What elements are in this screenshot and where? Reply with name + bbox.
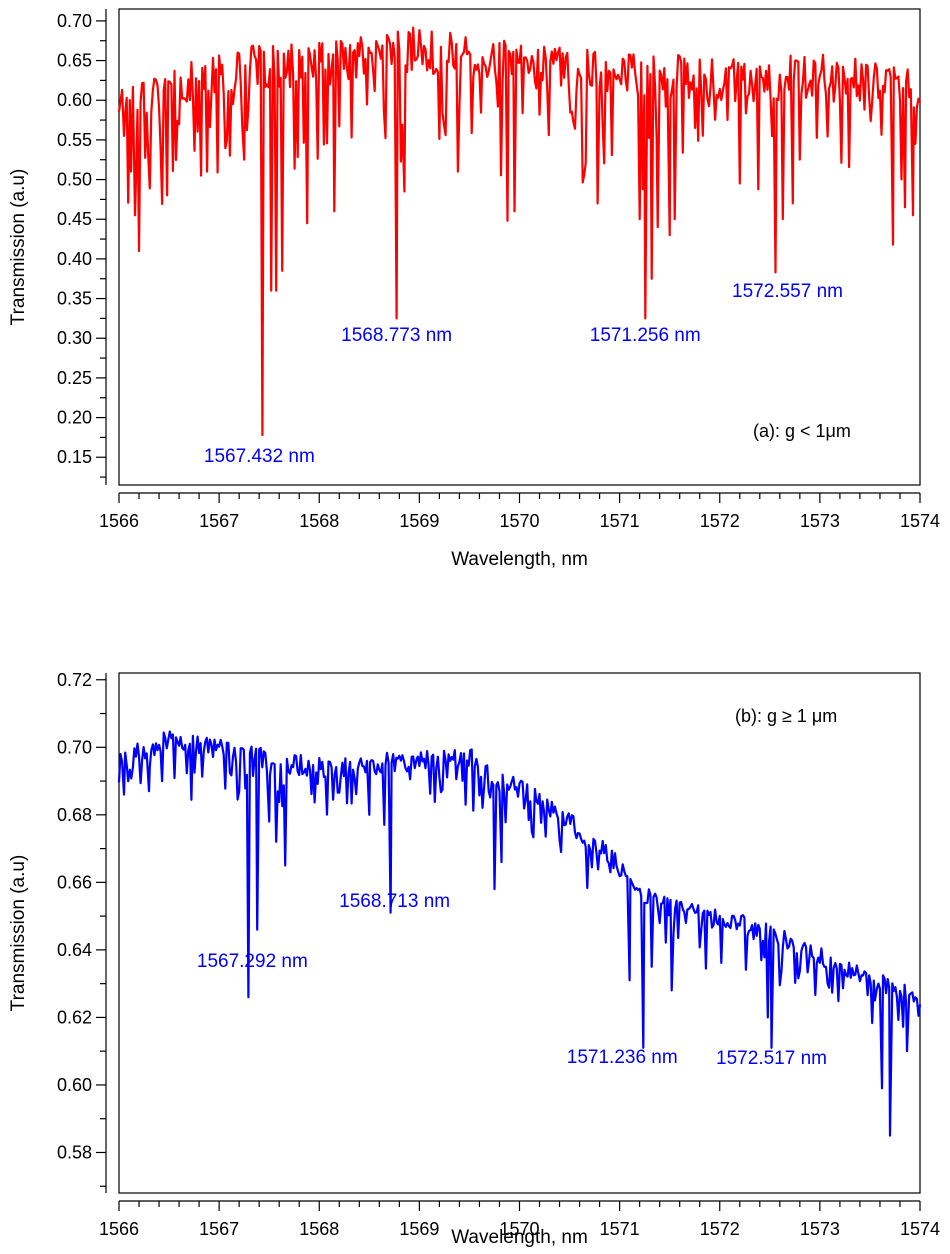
y-tick-label: 0.35 — [57, 289, 92, 309]
y-tick-label: 0.58 — [57, 1142, 92, 1162]
x-tick-label: 1572 — [700, 511, 740, 531]
x-tick-label: 1568 — [299, 1219, 339, 1239]
y-tick-label: 0.15 — [57, 447, 92, 467]
x-axis-title: Wavelength, nm — [451, 1227, 588, 1248]
y-axis: 0.58 0.60 0.62 0.64 0.66 0.68 0.70 0.72 Transmis… — [8, 670, 107, 1193]
x-tick-label: 1572 — [700, 1219, 740, 1239]
plot-frame — [118, 8, 921, 486]
y-tick-label: 0.25 — [57, 368, 92, 388]
dip-annotation: 1567.292 nm — [197, 951, 308, 972]
panel-label: (a): g < 1μm — [753, 421, 851, 441]
x-axis: 1566 1567 1568 1569 1570 1571 1572 1573 1574 Wave… — [99, 1200, 940, 1248]
y-tick-label: 0.45 — [57, 209, 92, 229]
panel-label: (b): g ≥ 1 μm — [735, 706, 837, 726]
chart-panel-a: 1566 1567 1568 1569 1570 1571 1572 1573 1574 Wave… — [8, 8, 940, 570]
x-tick-label: 1570 — [499, 511, 539, 531]
dip-annotation: 1571.256 nm — [590, 325, 701, 346]
dip-annotation: 1568.773 nm — [341, 325, 452, 346]
y-axis-title: Transmission (a.u) — [8, 169, 29, 326]
y-tick-label: 0.50 — [57, 170, 92, 190]
y-tick-label: 0.70 — [57, 11, 92, 31]
dip-annotation: 1568.713 nm — [339, 891, 450, 912]
y-axis-title: Transmission (a.u) — [8, 855, 29, 1012]
y-tick-label: 0.60 — [57, 1075, 92, 1095]
x-axis-title: Wavelength, nm — [451, 549, 588, 570]
x-tick-label: 1568 — [299, 511, 339, 531]
y-tick-label: 0.55 — [57, 130, 92, 150]
x-tick-label: 1573 — [800, 511, 840, 531]
y-axis: 0.15 0.20 0.25 0.30 0.35 0.40 0.45 0.50 0.55 0.60… — [8, 9, 107, 485]
y-tick-label: 0.72 — [57, 670, 92, 690]
series-line — [117, 730, 922, 1137]
y-tick-label: 0.66 — [57, 872, 92, 892]
y-tick-label: 0.40 — [57, 249, 92, 269]
x-tick-label: 1571 — [600, 1219, 640, 1239]
dip-annotation: 1567.432 nm — [204, 446, 315, 467]
x-tick-label: 1574 — [900, 1219, 940, 1239]
x-tick-label: 1574 — [900, 511, 940, 531]
dip-annotation: 1571.236 nm — [567, 1047, 678, 1068]
x-tick-label: 1573 — [800, 1219, 840, 1239]
x-tick-label: 1566 — [99, 511, 139, 531]
y-tick-label: 0.68 — [57, 805, 92, 825]
x-axis: 1566 1567 1568 1569 1570 1571 1572 1573 1574 Wave… — [99, 492, 940, 570]
dip-annotation: 1572.557 nm — [732, 281, 843, 302]
x-tick-label: 1567 — [199, 1219, 239, 1239]
x-tick-label: 1567 — [199, 511, 239, 531]
x-tick-label: 1566 — [99, 1219, 139, 1239]
plot-frame — [118, 672, 921, 1194]
y-tick-label: 0.70 — [57, 737, 92, 757]
x-tick-label: 1569 — [399, 511, 439, 531]
dip-annotation: 1572.517 nm — [716, 1048, 827, 1069]
y-tick-label: 0.60 — [57, 90, 92, 110]
y-tick-label: 0.65 — [57, 51, 92, 71]
x-tick-label: 1570 — [499, 1219, 539, 1239]
y-tick-label: 0.62 — [57, 1007, 92, 1027]
y-tick-label: 0.30 — [57, 328, 92, 348]
y-tick-label: 0.64 — [57, 940, 92, 960]
series-line — [117, 26, 922, 437]
chart-panel-b: 1566 1567 1568 1569 1570 1571 1572 1573 1574 Wave… — [8, 670, 940, 1248]
x-tick-label: 1569 — [399, 1219, 439, 1239]
y-tick-label: 0.20 — [57, 408, 92, 428]
x-tick-label: 1571 — [600, 511, 640, 531]
